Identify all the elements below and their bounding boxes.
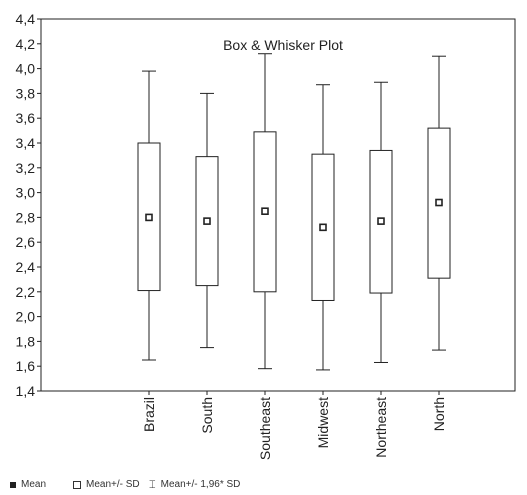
y-tick-label: 1,6 (16, 358, 36, 374)
mean-marker (435, 198, 443, 207)
x-tick-label: Northeast (373, 397, 389, 458)
y-tick-label: 1,4 (16, 383, 36, 399)
y-tick-label: 3,0 (16, 185, 36, 201)
box-group-southeast: Southeast (253, 53, 277, 460)
y-tick-label: 1,8 (16, 333, 36, 349)
y-tick-label: 4,4 (16, 11, 36, 27)
y-tick-label: 2,0 (16, 309, 36, 325)
mean-marker (319, 223, 327, 232)
mean-marker (261, 207, 269, 215)
box-group-south: South (195, 92, 219, 434)
legend-item-mean: Mean (10, 479, 46, 490)
box-group-northeast: Northeast (369, 81, 393, 458)
x-tick-label: South (199, 397, 215, 434)
x-tick-label: North (431, 397, 447, 431)
box-marker-icon (73, 480, 81, 489)
y-tick-label: 3,6 (16, 110, 36, 126)
y-tick-label: 2,4 (16, 259, 36, 275)
x-tick-label: Brazil (141, 397, 157, 432)
mean-marker (377, 217, 385, 225)
y-tick-label: 4,2 (16, 36, 36, 52)
legend-item-sd: Mean+/- SD (73, 479, 140, 490)
legend-item-whisker: ⌶ Mean+/- 1,96* SD (149, 479, 240, 490)
chart-title: Box & Whisker Plot (223, 37, 343, 53)
mean-marker-icon (10, 481, 16, 488)
y-tick-label: 4,0 (16, 61, 36, 77)
y-tick-label: 3,4 (16, 135, 36, 151)
box-group-north: North (427, 55, 451, 431)
legend-label-sd: Mean+/- SD (86, 479, 140, 490)
x-tick-label: Midwest (315, 397, 331, 448)
y-tick-label: 3,8 (16, 85, 36, 101)
plot-frame (40, 18, 516, 392)
y-tick-label: 2,2 (16, 284, 36, 300)
legend-label-whisker: Mean+/- 1,96* SD (160, 479, 241, 490)
y-tick-label: 2,6 (16, 234, 36, 250)
whisker-marker-icon: ⌶ (149, 478, 156, 491)
legend-label-mean: Mean (21, 479, 47, 490)
box-group-brazil: Brazil (137, 70, 161, 432)
x-tick-label: Southeast (257, 397, 273, 460)
box-group-midwest: Midwest (311, 84, 335, 448)
y-tick-label: 2,8 (16, 209, 36, 225)
mean-marker (203, 217, 211, 225)
y-tick-label: 3,2 (16, 160, 36, 176)
mean-marker (145, 213, 153, 222)
